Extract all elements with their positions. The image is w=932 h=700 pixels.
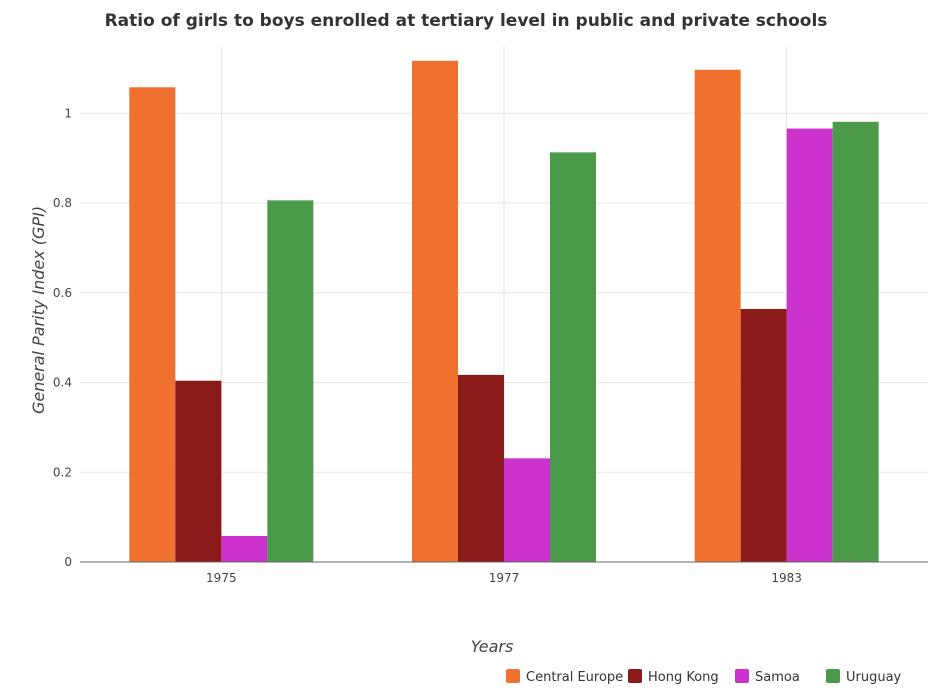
bar <box>175 380 222 562</box>
bar <box>129 87 176 562</box>
x-tick-label: 1975 <box>206 571 237 585</box>
legend-label: Uruguay <box>846 670 902 685</box>
x-axis-label: Years <box>471 637 514 656</box>
legend-swatch <box>506 669 520 683</box>
bars-layer <box>129 60 879 563</box>
legend-swatch <box>628 669 642 683</box>
bar <box>267 200 314 562</box>
y-tick-label: 0.2 <box>53 465 72 479</box>
y-tick-label: 1 <box>64 106 72 120</box>
y-tick-label: 0.4 <box>53 376 72 390</box>
bar <box>412 60 458 563</box>
legend-label: Hong Kong <box>648 670 719 685</box>
legend-swatch <box>826 669 840 683</box>
bar <box>550 152 596 562</box>
bar <box>740 308 787 562</box>
bar <box>786 128 833 562</box>
chart-title: Ratio of girls to boys enrolled at terti… <box>105 11 828 31</box>
legend: Central Europe Hong Kong Samoa Uruguay <box>506 669 902 685</box>
axes-layer: 0 0.2 0.4 0.6 0.8 1 1975 1977 1983 <box>53 106 928 585</box>
y-tick-label: 0.6 <box>53 286 72 300</box>
bar <box>458 374 504 562</box>
y-tick-label: 0 <box>64 555 72 569</box>
bar <box>694 69 741 562</box>
y-axis-label: General Parity Index (GPI) <box>29 206 48 414</box>
x-tick-label: 1977 <box>489 571 520 585</box>
y-tick-label: 0.8 <box>53 196 72 210</box>
legend-swatch <box>735 669 749 683</box>
bar <box>504 458 550 562</box>
legend-label: Central Europe <box>526 670 623 685</box>
bar <box>221 535 268 562</box>
legend-label: Samoa <box>755 670 800 685</box>
x-tick-label: 1983 <box>771 571 802 585</box>
bar <box>832 121 879 563</box>
